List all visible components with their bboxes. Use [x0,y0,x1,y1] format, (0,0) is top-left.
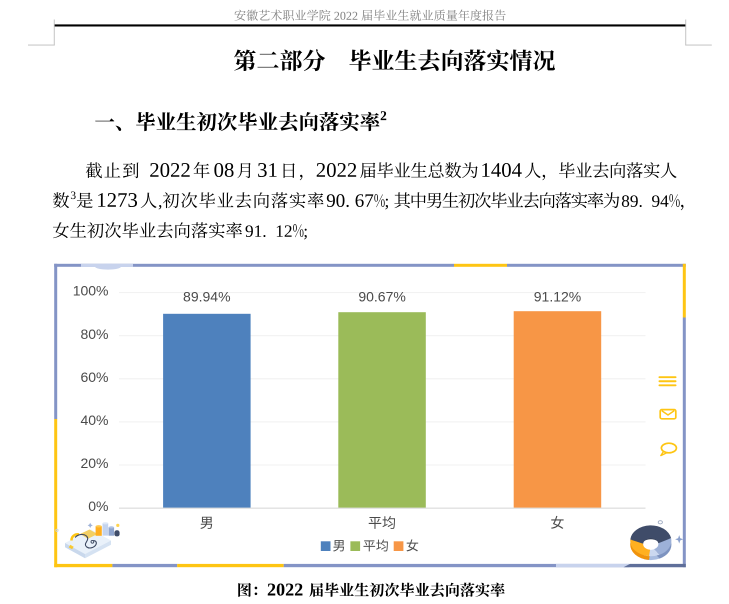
svg-text:100%: 100% [73,283,109,299]
svg-text:0%: 0% [88,498,108,514]
svg-text:20%: 20% [80,455,108,471]
svg-text:90.67%: 90.67% [358,289,405,305]
svg-text:60%: 60% [80,369,108,385]
svg-text:89.94%: 89.94% [183,289,230,305]
svg-text:80%: 80% [80,326,108,342]
svg-text:91.12%: 91.12% [534,289,581,305]
svg-text:40%: 40% [80,412,108,428]
